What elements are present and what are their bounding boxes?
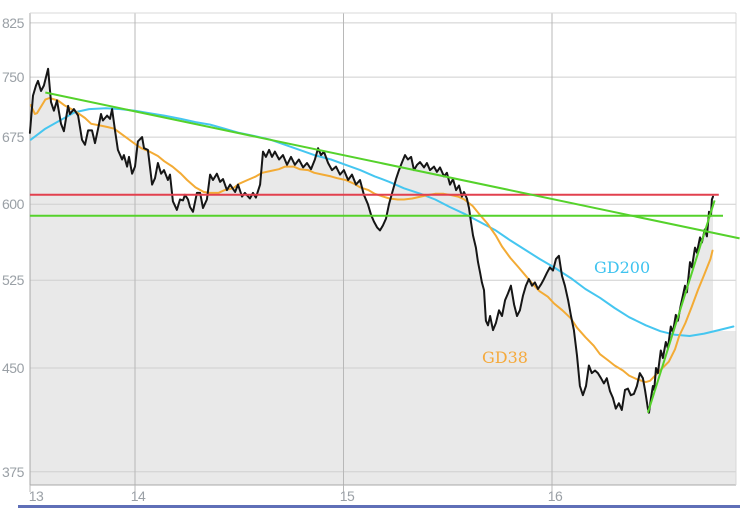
gd38-label: GD38 (482, 348, 528, 367)
rally-trendline (646, 200, 716, 413)
x-axis-label: 15 (339, 488, 355, 504)
x-axis-label: 14 (130, 488, 146, 504)
extended-area-fill (713, 331, 736, 485)
gd200-label: GD200 (594, 258, 651, 277)
price-line (28, 67, 714, 414)
x-axis-label: 16 (547, 488, 563, 504)
x-axis-label: 13 (28, 488, 44, 504)
y-axis-label: 825 (2, 15, 24, 31)
y-axis-label: 675 (2, 129, 24, 145)
y-axis-label: 525 (2, 272, 24, 288)
y-axis-label: 450 (2, 360, 24, 376)
y-axis-label: 375 (2, 464, 24, 480)
gd200-line (29, 107, 735, 337)
bottom-blue-bar (18, 505, 740, 508)
price-area-fill (29, 68, 713, 486)
downtrend-line (45, 91, 740, 240)
y-axis-label: 600 (2, 196, 24, 212)
y-axis-label: 750 (2, 69, 24, 85)
